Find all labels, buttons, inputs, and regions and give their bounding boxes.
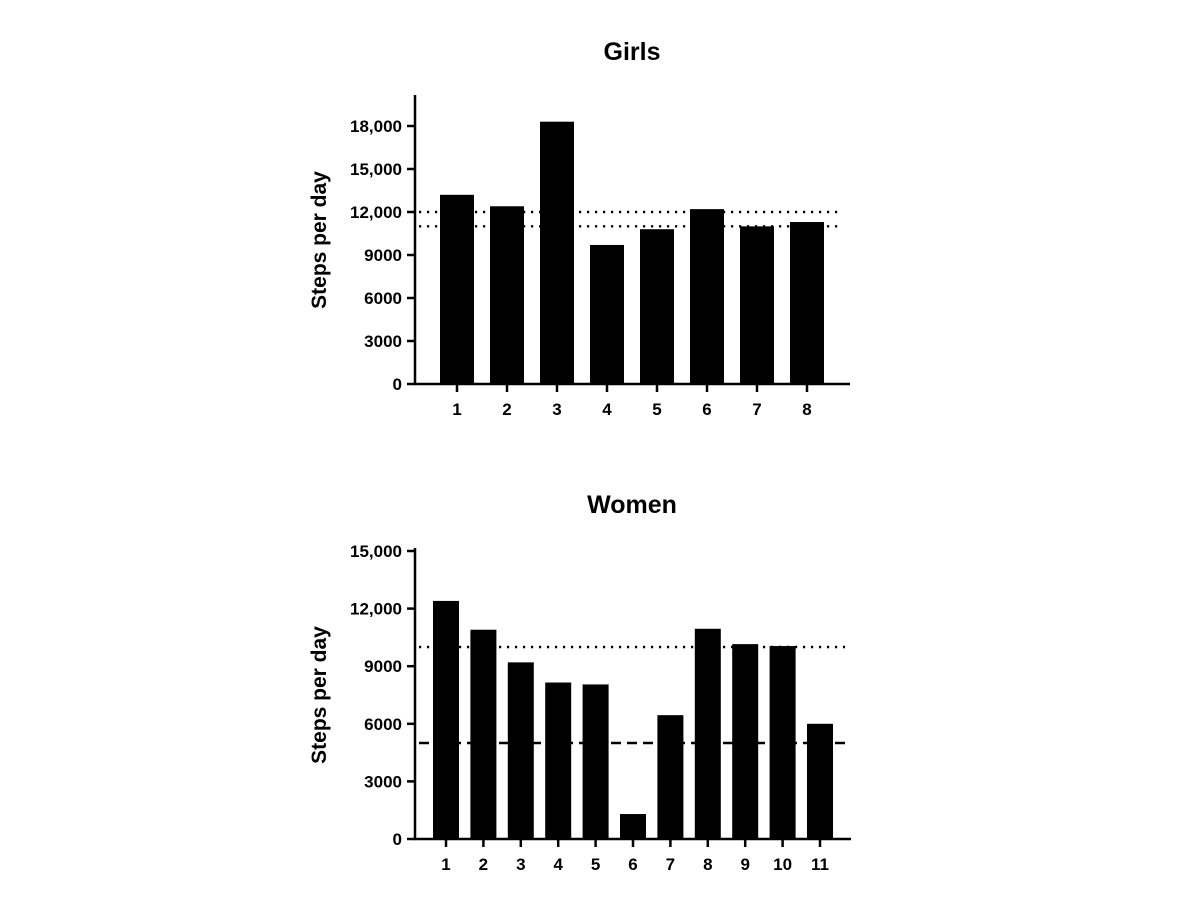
women-x-tick-label: 5 xyxy=(591,855,600,874)
girls-y-axis-label: Steps per day xyxy=(308,171,331,309)
women-x-tick-label: 6 xyxy=(628,855,637,874)
women-x-tick-label: 1 xyxy=(441,855,450,874)
women-chart-title: Women xyxy=(587,491,677,519)
women-bar-1 xyxy=(433,600,459,839)
girls-bar-7 xyxy=(740,226,774,384)
women-y-tick-label: 3000 xyxy=(364,772,402,791)
girls-bar-6 xyxy=(690,209,724,384)
women-bar-3 xyxy=(507,662,534,839)
girls-bar-8 xyxy=(790,222,824,384)
girls-bar-1 xyxy=(440,194,474,384)
girls-y-tick-label: 0 xyxy=(393,375,402,394)
girls-y-tick-label: 18,000 xyxy=(350,117,402,136)
women-bar-7 xyxy=(657,715,684,839)
girls-y-tick-label: 6000 xyxy=(364,289,402,308)
women-bar-2 xyxy=(470,629,497,839)
women-bar-11 xyxy=(807,723,833,839)
women-bar-4 xyxy=(545,682,572,839)
girls-chart: Girls Steps per day 0 3000 6000 9000 12,000 1… xyxy=(308,38,850,419)
girls-y-tick-label: 12,000 xyxy=(350,203,402,222)
women-x-tick-label: 2 xyxy=(479,855,488,874)
girls-bar-4 xyxy=(590,244,624,384)
girls-bar-3 xyxy=(540,121,574,384)
girls-x-tick-label: 8 xyxy=(802,400,811,419)
women-y-tick-label: 12,000 xyxy=(350,600,402,619)
women-x-tick-label: 11 xyxy=(811,855,829,874)
girls-chart-title: Girls xyxy=(604,38,661,66)
women-bar-6 xyxy=(620,814,646,839)
girls-x-tick-label: 3 xyxy=(552,400,561,419)
women-bar-5 xyxy=(582,684,609,839)
women-x-tick-label: 4 xyxy=(553,855,563,874)
women-x-tick-label: 8 xyxy=(703,855,712,874)
girls-bar-5 xyxy=(640,229,674,384)
girls-x-tick-label: 5 xyxy=(652,400,661,419)
girls-x-tick-label: 2 xyxy=(502,400,511,419)
women-chart: Women Steps per day 0 3000 6000 9000 12,000 1… xyxy=(308,491,851,874)
girls-x-tick-label: 7 xyxy=(752,400,761,419)
women-x-tick-label: 9 xyxy=(740,855,749,874)
girls-y-tick-label: 9000 xyxy=(364,246,402,265)
women-bar-8 xyxy=(694,628,721,839)
women-x-tick-label: 10 xyxy=(773,855,792,874)
girls-y-tick-label: 3000 xyxy=(364,332,402,351)
women-y-axis-label: Steps per day xyxy=(308,626,331,764)
women-y-tick-label: 9000 xyxy=(364,657,402,676)
girls-x-tick-label: 4 xyxy=(602,400,612,419)
women-bar-9 xyxy=(732,644,759,839)
girls-x-tick-label: 1 xyxy=(452,400,461,419)
girls-x-tick-label: 6 xyxy=(702,400,711,419)
women-x-tick-label: 3 xyxy=(516,855,525,874)
women-y-tick-label: 15,000 xyxy=(350,542,402,561)
girls-bar-2 xyxy=(490,206,524,384)
women-y-tick-label: 6000 xyxy=(364,715,402,734)
women-x-tick-label: 7 xyxy=(666,855,675,874)
women-y-tick-label: 0 xyxy=(393,830,402,849)
girls-y-tick-label: 15,000 xyxy=(350,160,402,179)
